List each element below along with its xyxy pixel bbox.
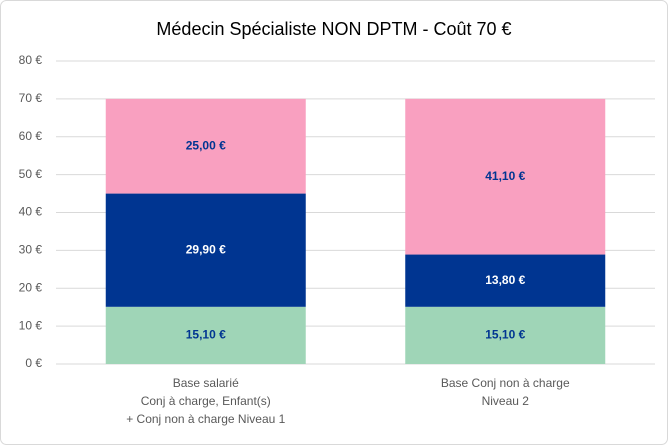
data-label: 13,80 €: [485, 273, 525, 287]
data-label: 15,10 €: [485, 328, 525, 342]
x-tick-label: Conj à charge, Enfant(s): [141, 394, 271, 408]
y-tick-label: 0 €: [25, 356, 42, 370]
x-tick-label: Niveau 2: [482, 394, 530, 408]
bar-segment: [105, 193, 306, 307]
bar-segment: [405, 98, 606, 255]
data-label: 15,10 €: [186, 328, 226, 342]
y-tick-label: 50 €: [19, 167, 43, 181]
y-tick-label: 30 €: [19, 243, 43, 257]
bar-segment: [105, 98, 306, 194]
bar-segment: [105, 306, 306, 364]
y-tick-label: 80 €: [19, 53, 43, 67]
bar-segment: [405, 254, 606, 307]
y-tick-label: 60 €: [19, 129, 43, 143]
y-tick-label: 40 €: [19, 205, 43, 219]
data-label: 25,00 €: [186, 138, 226, 152]
x-tick-label: Base salarié: [173, 376, 239, 390]
data-label: 29,90 €: [186, 242, 226, 256]
x-tick-label: Base Conj non à charge: [441, 376, 570, 390]
chart-title: Médecin Spécialiste NON DPTM - Coût 70 €: [156, 19, 511, 39]
y-tick-label: 20 €: [19, 280, 43, 294]
y-tick-label: 70 €: [19, 91, 43, 105]
x-tick-label: + Conj non à charge Niveau 1: [126, 412, 285, 426]
data-label: 41,10 €: [485, 169, 525, 183]
y-tick-label: 10 €: [19, 318, 43, 332]
bar-segment: [405, 306, 606, 364]
